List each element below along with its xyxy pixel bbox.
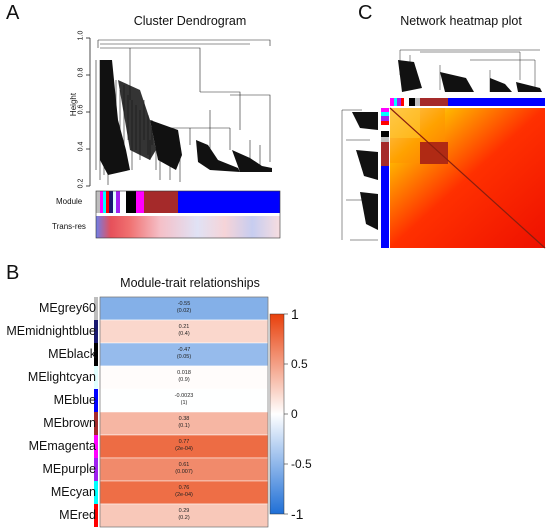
module-color-swatch xyxy=(94,481,98,504)
correlation-value: 0.61 xyxy=(178,462,190,468)
module-row-label: MEpurple xyxy=(42,462,97,476)
cell-values: 0.29 (0.2) xyxy=(93,508,275,522)
p-value: (0.9) xyxy=(178,377,190,383)
p-value: (0.4) xyxy=(178,331,190,337)
colorbar-tick-neg-0-5: -0.5 xyxy=(291,457,312,471)
module-row-label: MElightcyan xyxy=(27,370,96,384)
p-value: (1) xyxy=(180,400,188,406)
colorbar xyxy=(269,313,285,515)
cell-values: 0.61 (0.007) xyxy=(93,462,275,476)
panel-b: B Module-trait relationships MEgrey60 -0.… xyxy=(0,260,340,530)
p-value: (0.007) xyxy=(175,469,193,475)
panel-c-label: C xyxy=(358,2,373,24)
p-value: (0.02) xyxy=(176,308,192,314)
heatmap-frame xyxy=(99,296,269,528)
panel-a: A Cluster Dendrogram xyxy=(0,0,290,250)
module-color-swatch xyxy=(94,366,98,389)
module-bar-label: Module xyxy=(56,197,83,206)
module-row-label: MEmagenta xyxy=(28,439,96,453)
panel-b-title: Module-trait relationships xyxy=(120,276,260,290)
panel-a-title: Cluster Dendrogram xyxy=(133,14,247,28)
p-value: (2e-04) xyxy=(175,446,193,452)
module-color-swatch xyxy=(94,389,98,412)
module-row-label: MEgrey60 xyxy=(39,301,96,315)
module-color-swatch xyxy=(94,435,98,458)
correlation-value: 0.38 xyxy=(178,416,190,422)
module-color-swatch xyxy=(94,504,98,527)
cell-values: 0.018 (0.9) xyxy=(93,370,275,384)
a-ytick-3: 0.6 xyxy=(77,104,85,115)
cell-values: -0.55 (0.02) xyxy=(93,301,275,315)
correlation-value: -0.0023 xyxy=(174,393,194,399)
module-row-label: MEred xyxy=(59,508,96,522)
module-color-swatch xyxy=(94,320,98,343)
module-trait-heatmap xyxy=(94,296,288,528)
colorbar-tick-0: 0 xyxy=(291,407,298,421)
correlation-value: 0.29 xyxy=(178,508,190,514)
a-ytick-2: 0.8 xyxy=(77,67,85,78)
module-row-label: MEblack xyxy=(48,347,96,361)
p-value: (0.05) xyxy=(176,354,192,360)
dendrogram-a xyxy=(86,37,281,239)
cell-values: 0.38 (0.1) xyxy=(93,416,275,430)
panel-b-label: B xyxy=(6,262,20,284)
a-ytick-1: 1.0 xyxy=(77,30,85,41)
p-value: (2e-04) xyxy=(175,492,193,498)
cell-values: 0.21 (0.4) xyxy=(93,324,275,338)
network-heatmap xyxy=(341,49,546,249)
module-row-label: MEmidnightblue xyxy=(6,324,96,338)
cell-values: -0.47 (0.05) xyxy=(93,347,275,361)
panel-a-label: A xyxy=(6,2,20,24)
transres-bar-label: Trans-res xyxy=(52,222,86,231)
p-value: (0.1) xyxy=(178,423,190,429)
correlation-value: -0.55 xyxy=(177,301,191,307)
colorbar-tick-0-5: 0.5 xyxy=(291,357,308,371)
cell-values: 0.76 (2e-04) xyxy=(93,485,275,499)
module-color-swatch xyxy=(94,412,98,435)
cell-values: 0.77 (2e-04) xyxy=(93,439,275,453)
colorbar-tick-neg-1: -1 xyxy=(291,506,304,522)
a-ytick-5: 0.2 xyxy=(77,178,85,189)
module-row-label: MEcyan xyxy=(50,485,96,499)
correlation-value: 0.018 xyxy=(177,370,191,376)
module-row-label: MEblue xyxy=(53,393,96,407)
correlation-value: 0.76 xyxy=(178,485,190,491)
module-color-swatch xyxy=(94,458,98,481)
panel-c: C Network heatmap plot xyxy=(290,0,550,260)
cell-values: -0.0023 (1) xyxy=(93,393,275,407)
module-color-swatch xyxy=(94,343,98,366)
correlation-value: 0.21 xyxy=(178,324,190,330)
module-color-swatch xyxy=(94,297,98,320)
module-row-label: MEbrown xyxy=(43,416,96,430)
correlation-value: 0.77 xyxy=(178,439,190,445)
p-value: (0.2) xyxy=(178,515,190,521)
panel-c-title: Network heatmap plot xyxy=(400,14,522,28)
a-ytick-4: 0.4 xyxy=(77,141,85,152)
colorbar-tick-1: 1 xyxy=(291,306,299,322)
correlation-value: -0.47 xyxy=(177,347,191,353)
